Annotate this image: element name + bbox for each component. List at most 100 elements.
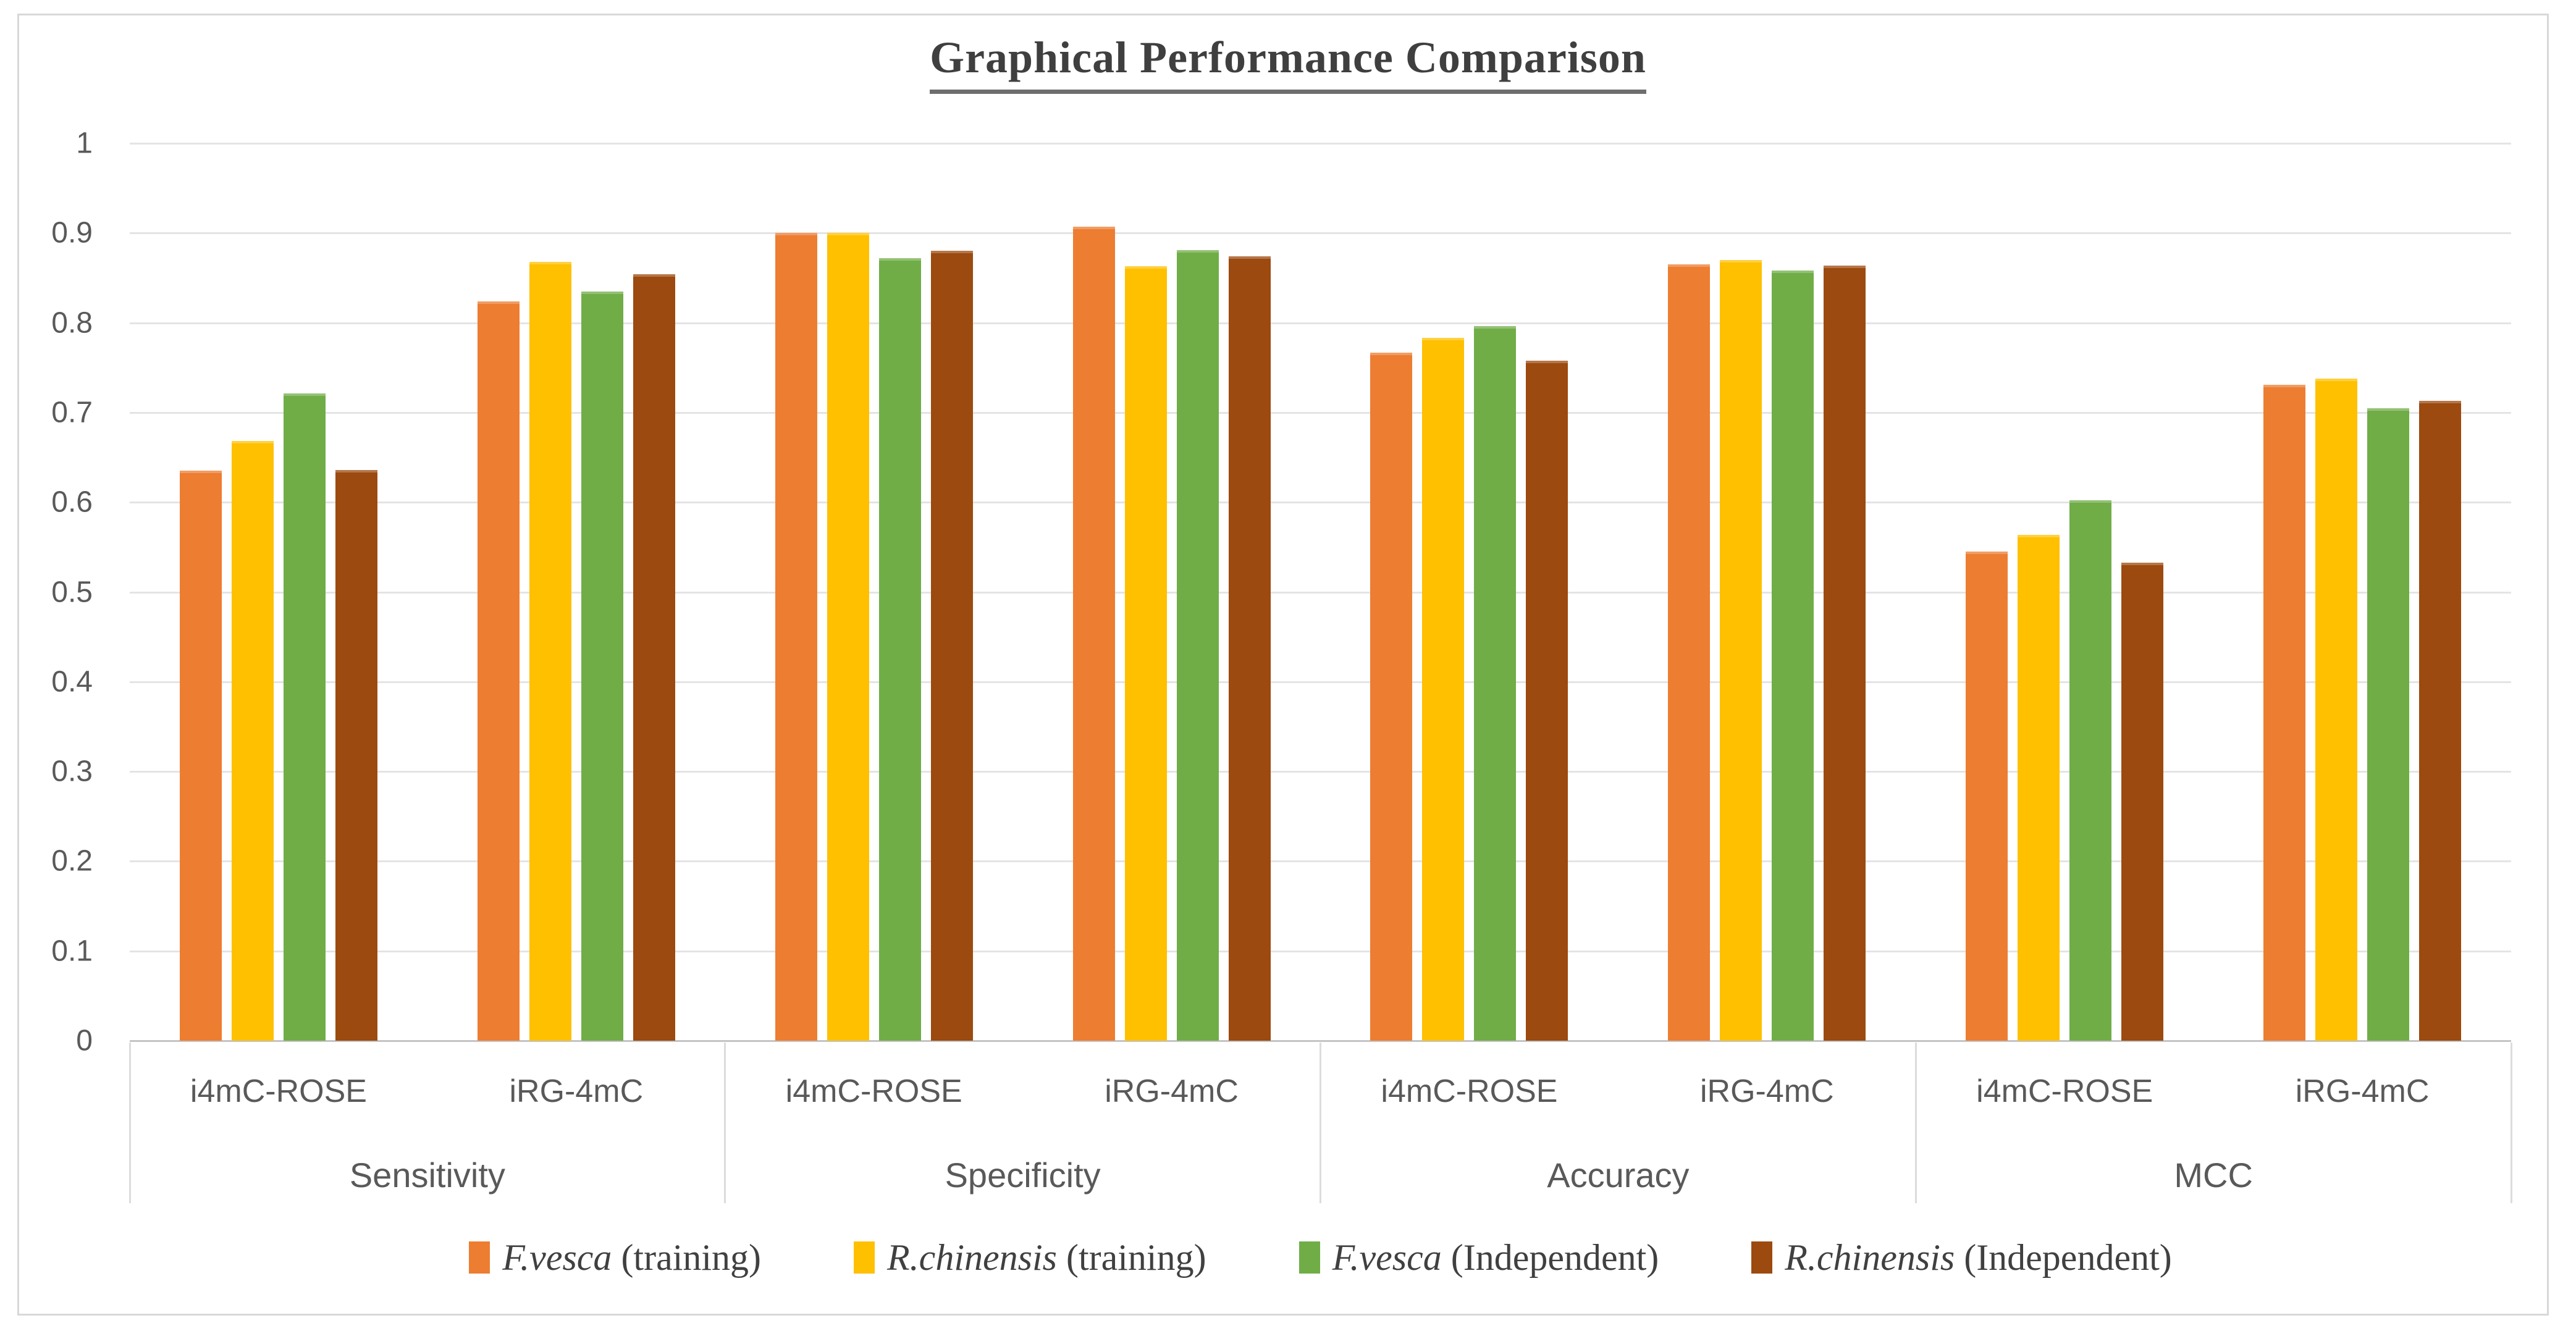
- cluster-sensitivity-i4mc-rose: [179, 393, 377, 1041]
- bar-f-vesca-training-: [179, 471, 222, 1041]
- bar-f-vesca-training-: [1370, 353, 1413, 1041]
- legend-species-name: R.chinensis: [1785, 1237, 1955, 1278]
- legend-swatch: [1751, 1241, 1773, 1274]
- bar-f-vesca-training-: [477, 301, 520, 1041]
- gridline: [130, 860, 2511, 863]
- legend-label: F.vesca (training): [502, 1237, 761, 1279]
- group-separator-line: [1914, 1043, 1917, 1203]
- legend-label: R.chinensis (Independent): [1785, 1237, 2171, 1279]
- bar-f-vesca-independent-: [283, 393, 326, 1041]
- bar-r-chinensis-training-: [2018, 535, 2060, 1041]
- bar-f-vesca-independent-: [1176, 250, 1219, 1041]
- y-tick-label: 0.4: [51, 665, 93, 699]
- group-separator-line: [1320, 1043, 1321, 1203]
- bar-f-vesca-training-: [1668, 264, 1711, 1041]
- bar-r-chinensis-training-: [2315, 379, 2358, 1041]
- bar-f-vesca-independent-: [2367, 408, 2410, 1041]
- bar-r-chinensis-independent-: [2419, 401, 2462, 1041]
- gridline: [130, 771, 2511, 773]
- bar-r-chinensis-independent-: [1228, 256, 1271, 1041]
- bar-r-chinensis-training-: [231, 441, 274, 1041]
- gridline: [130, 322, 2511, 324]
- method-label: iRG-4mC: [1105, 1073, 1239, 1109]
- method-label: i4mC-ROSE: [1976, 1073, 2153, 1109]
- x-axis-line: [130, 1040, 2511, 1042]
- y-tick-label: 0: [76, 1024, 93, 1057]
- y-tick-label: 0.9: [51, 216, 93, 250]
- y-tick-label: 0.8: [51, 306, 93, 340]
- y-tick-label: 0.2: [51, 844, 93, 878]
- bar-f-vesca-training-: [1966, 552, 2008, 1041]
- legend-item: F.vesca (training): [469, 1237, 761, 1279]
- legend-item: R.chinensis (training): [854, 1237, 1206, 1279]
- method-label-group: i4mC-ROSE iRG-4mC: [1916, 1045, 2511, 1138]
- y-tick-label: 0.7: [51, 396, 93, 429]
- bar-f-vesca-training-: [775, 233, 817, 1041]
- bar-f-vesca-independent-: [1772, 271, 1814, 1041]
- gridline: [130, 681, 2511, 683]
- bar-r-chinensis-independent-: [930, 251, 973, 1041]
- y-tick-label: 0.3: [51, 755, 93, 788]
- y-tick-label: 0.5: [51, 576, 93, 608]
- legend-dataset-suffix: (training): [1056, 1237, 1206, 1278]
- legend-label: F.vesca (Independent): [1332, 1237, 1659, 1279]
- bar-f-vesca-independent-: [581, 292, 623, 1041]
- bar-r-chinensis-training-: [1720, 260, 1762, 1041]
- metric-label: Sensitivity: [349, 1155, 505, 1195]
- legend-swatch: [1299, 1241, 1320, 1274]
- method-label: i4mC-ROSE: [1381, 1073, 1558, 1109]
- bar-group-accuracy: [1321, 143, 1916, 1041]
- bars-layer: [130, 143, 2511, 1041]
- cluster-mcc-irg-4mc: [2263, 379, 2462, 1041]
- y-tick-label: 0.6: [51, 485, 93, 519]
- bar-r-chinensis-independent-: [2121, 563, 2164, 1041]
- gridline: [130, 143, 2511, 145]
- method-label: i4mC-ROSE: [785, 1073, 962, 1109]
- chart-title: Graphical Performance Comparison: [930, 32, 1646, 94]
- group-separator-line: [128, 1043, 131, 1203]
- method-label-group: i4mC-ROSE iRG-4mC: [130, 1045, 725, 1138]
- gridline: [130, 950, 2511, 952]
- legend-dataset-suffix: (Independent): [1441, 1237, 1659, 1278]
- gridline: [130, 411, 2511, 414]
- bar-r-chinensis-training-: [529, 262, 571, 1041]
- bar-group-mcc: [1916, 143, 2511, 1041]
- legend-dataset-suffix: (Independent): [1955, 1237, 2172, 1278]
- bar-f-vesca-independent-: [2069, 500, 2112, 1041]
- legend-swatch: [854, 1241, 875, 1274]
- x-axis-metric-labels: Sensitivity Specificity Accuracy MCC: [130, 1138, 2511, 1212]
- metric-label: Specificity: [945, 1155, 1101, 1195]
- bar-r-chinensis-independent-: [633, 274, 675, 1041]
- cluster-specificity-irg-4mc: [1072, 227, 1271, 1041]
- cluster-specificity-i4mc-rose: [775, 233, 973, 1041]
- bar-f-vesca-independent-: [878, 258, 921, 1041]
- bar-f-vesca-independent-: [1474, 326, 1517, 1041]
- group-separator-line: [2510, 1043, 2512, 1203]
- cluster-mcc-i4mc-rose: [1966, 500, 2164, 1041]
- legend-species-name: R.chinensis: [887, 1237, 1057, 1278]
- bar-r-chinensis-independent-: [1526, 361, 1568, 1041]
- legend-species-name: F.vesca: [1332, 1237, 1442, 1278]
- method-label: iRG-4mC: [509, 1073, 644, 1109]
- legend-item: R.chinensis (Independent): [1751, 1237, 2172, 1279]
- bar-r-chinensis-training-: [1422, 338, 1465, 1041]
- method-label-group: i4mC-ROSE iRG-4mC: [1321, 1045, 1916, 1138]
- bar-r-chinensis-independent-: [335, 470, 377, 1041]
- legend-label: R.chinensis (training): [887, 1237, 1206, 1279]
- gridline: [130, 502, 2511, 504]
- legend-item: F.vesca (Independent): [1299, 1237, 1659, 1279]
- method-label: i4mC-ROSE: [190, 1073, 367, 1109]
- chart-title-wrap: Graphical Performance Comparison: [0, 32, 2576, 94]
- group-separator-line: [724, 1043, 726, 1203]
- metric-label: Accuracy: [1547, 1155, 1690, 1195]
- x-axis-method-labels: i4mC-ROSE iRG-4mC i4mC-ROSE iRG-4mC i4mC-ROS…: [130, 1045, 2511, 1138]
- legend: F.vesca (training) R.chinensis (training)…: [130, 1228, 2511, 1287]
- bar-f-vesca-training-: [1072, 227, 1115, 1041]
- cluster-accuracy-i4mc-rose: [1370, 326, 1568, 1041]
- bar-group-specificity: [725, 143, 1321, 1041]
- legend-dataset-suffix: (training): [612, 1237, 762, 1278]
- bar-r-chinensis-independent-: [1824, 266, 1866, 1041]
- plot-area: [130, 143, 2511, 1042]
